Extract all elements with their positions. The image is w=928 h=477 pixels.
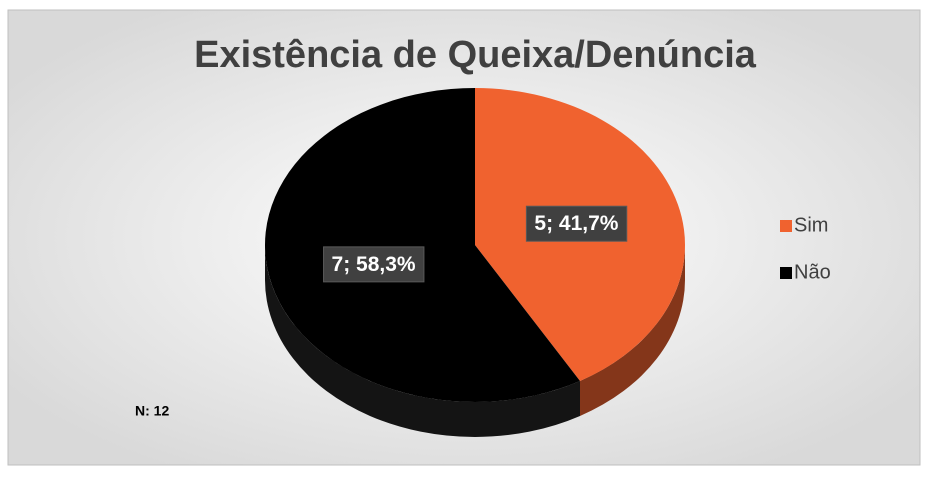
data-label: 5; 41,7% [534, 212, 618, 235]
data-label-box [525, 205, 628, 242]
data-label: 7; 58,3% [332, 253, 416, 276]
data-label-box [323, 246, 425, 283]
slice-side [265, 245, 580, 438]
slice-side [580, 245, 685, 416]
legend-swatch [780, 267, 792, 279]
chart-title: Existência de Queixa/Denúncia [194, 34, 757, 76]
legend-label: Não [794, 261, 831, 283]
legend-swatch [780, 220, 792, 232]
annotation: N: 12 [135, 403, 169, 419]
legend-label: Sim [794, 214, 828, 236]
slice [265, 88, 580, 402]
